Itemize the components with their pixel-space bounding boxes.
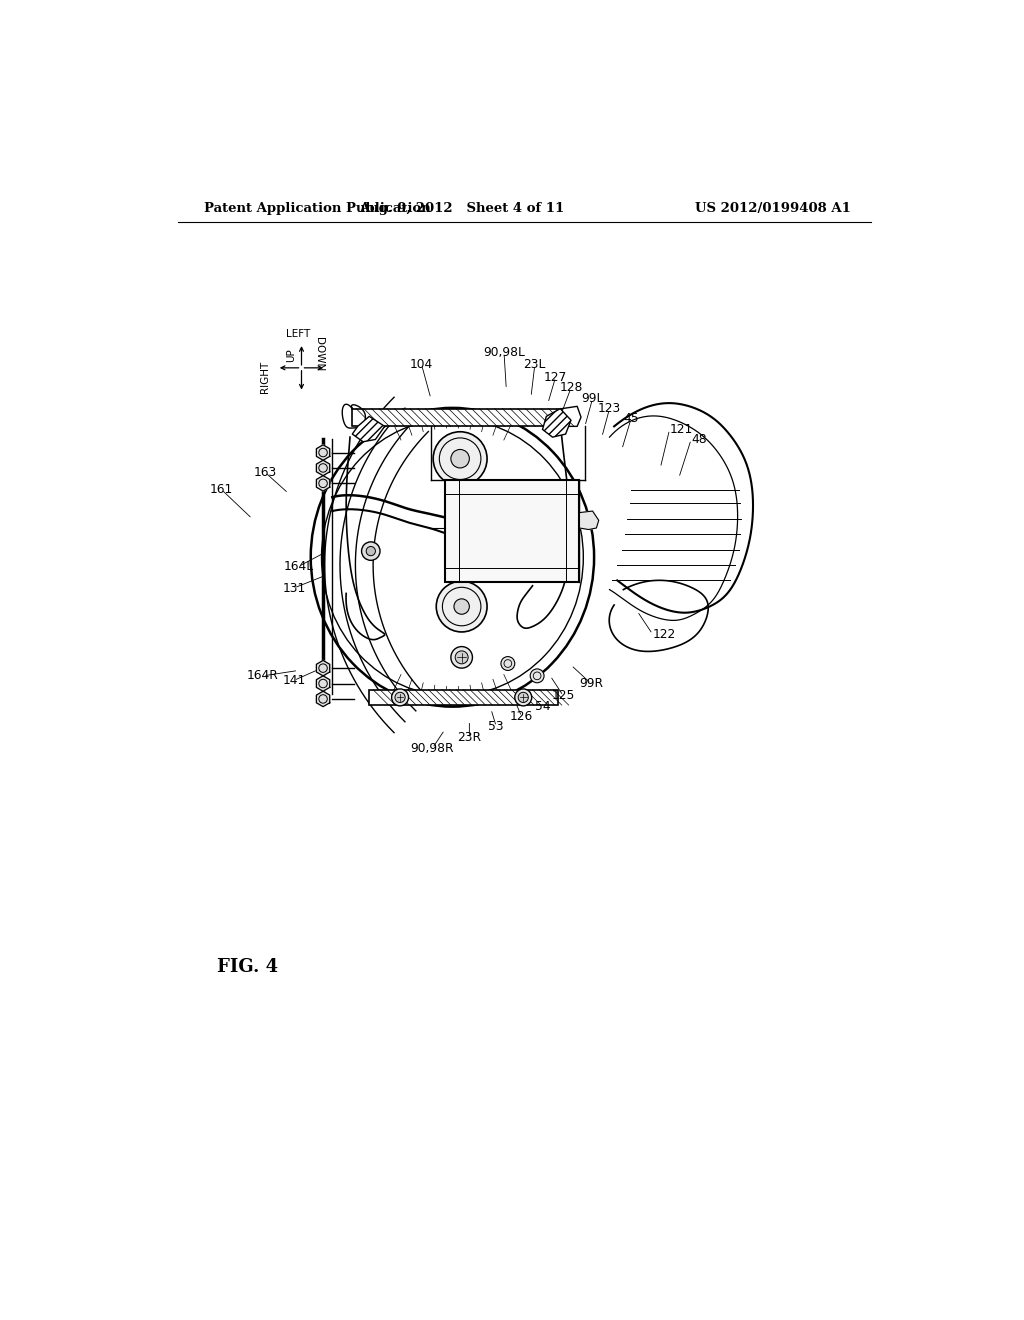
Text: 123: 123 [598, 403, 622, 416]
Circle shape [436, 581, 487, 632]
Text: US 2012/0199408 A1: US 2012/0199408 A1 [694, 202, 851, 215]
Circle shape [391, 689, 409, 706]
Text: 125: 125 [552, 689, 575, 702]
Text: Aug. 9, 2012   Sheet 4 of 11: Aug. 9, 2012 Sheet 4 of 11 [359, 202, 564, 215]
Text: 164L: 164L [284, 560, 313, 573]
Text: 126: 126 [510, 710, 534, 723]
Text: 54: 54 [535, 700, 550, 713]
Text: LEFT: LEFT [286, 329, 310, 339]
Text: 99L: 99L [582, 392, 604, 405]
Text: 163: 163 [254, 466, 276, 479]
Text: 122: 122 [652, 628, 676, 640]
Circle shape [515, 689, 531, 706]
Text: 90,98L: 90,98L [483, 346, 525, 359]
Text: 104: 104 [410, 358, 433, 371]
Text: 90,98R: 90,98R [411, 742, 455, 755]
Circle shape [361, 541, 380, 560]
Circle shape [518, 692, 528, 702]
Circle shape [530, 669, 544, 682]
Text: 141: 141 [283, 675, 305, 686]
Polygon shape [580, 511, 599, 529]
Text: 53: 53 [488, 721, 504, 733]
Text: RIGHT: RIGHT [260, 360, 270, 393]
Circle shape [367, 546, 376, 556]
Polygon shape [316, 692, 330, 706]
Circle shape [433, 432, 487, 486]
Text: 131: 131 [283, 582, 305, 594]
Polygon shape [352, 416, 385, 442]
Text: 48: 48 [691, 433, 707, 446]
Circle shape [456, 651, 468, 664]
Circle shape [451, 647, 472, 668]
Polygon shape [316, 461, 330, 475]
Bar [352, 409, 562, 426]
Circle shape [501, 656, 515, 671]
Text: FIG. 4: FIG. 4 [217, 958, 278, 975]
Text: 128: 128 [559, 381, 583, 395]
Circle shape [395, 692, 406, 702]
Polygon shape [316, 445, 330, 461]
Text: 161: 161 [210, 483, 233, 496]
Circle shape [451, 449, 469, 469]
Text: 23L: 23L [523, 358, 546, 371]
Text: 45: 45 [624, 412, 639, 425]
Text: UP: UP [287, 348, 297, 363]
Polygon shape [543, 409, 571, 437]
Bar [444, 480, 580, 582]
Text: Patent Application Publication: Patent Application Publication [204, 202, 430, 215]
Circle shape [454, 599, 469, 614]
Polygon shape [316, 660, 330, 676]
Text: 23R: 23R [458, 731, 481, 744]
Polygon shape [316, 676, 330, 692]
Text: 127: 127 [544, 371, 567, 384]
Bar [370, 689, 558, 705]
Text: 99R: 99R [579, 677, 603, 690]
Text: DOWN: DOWN [313, 337, 324, 371]
Polygon shape [316, 475, 330, 491]
Text: 121: 121 [670, 422, 693, 436]
Text: 164R: 164R [247, 669, 279, 682]
